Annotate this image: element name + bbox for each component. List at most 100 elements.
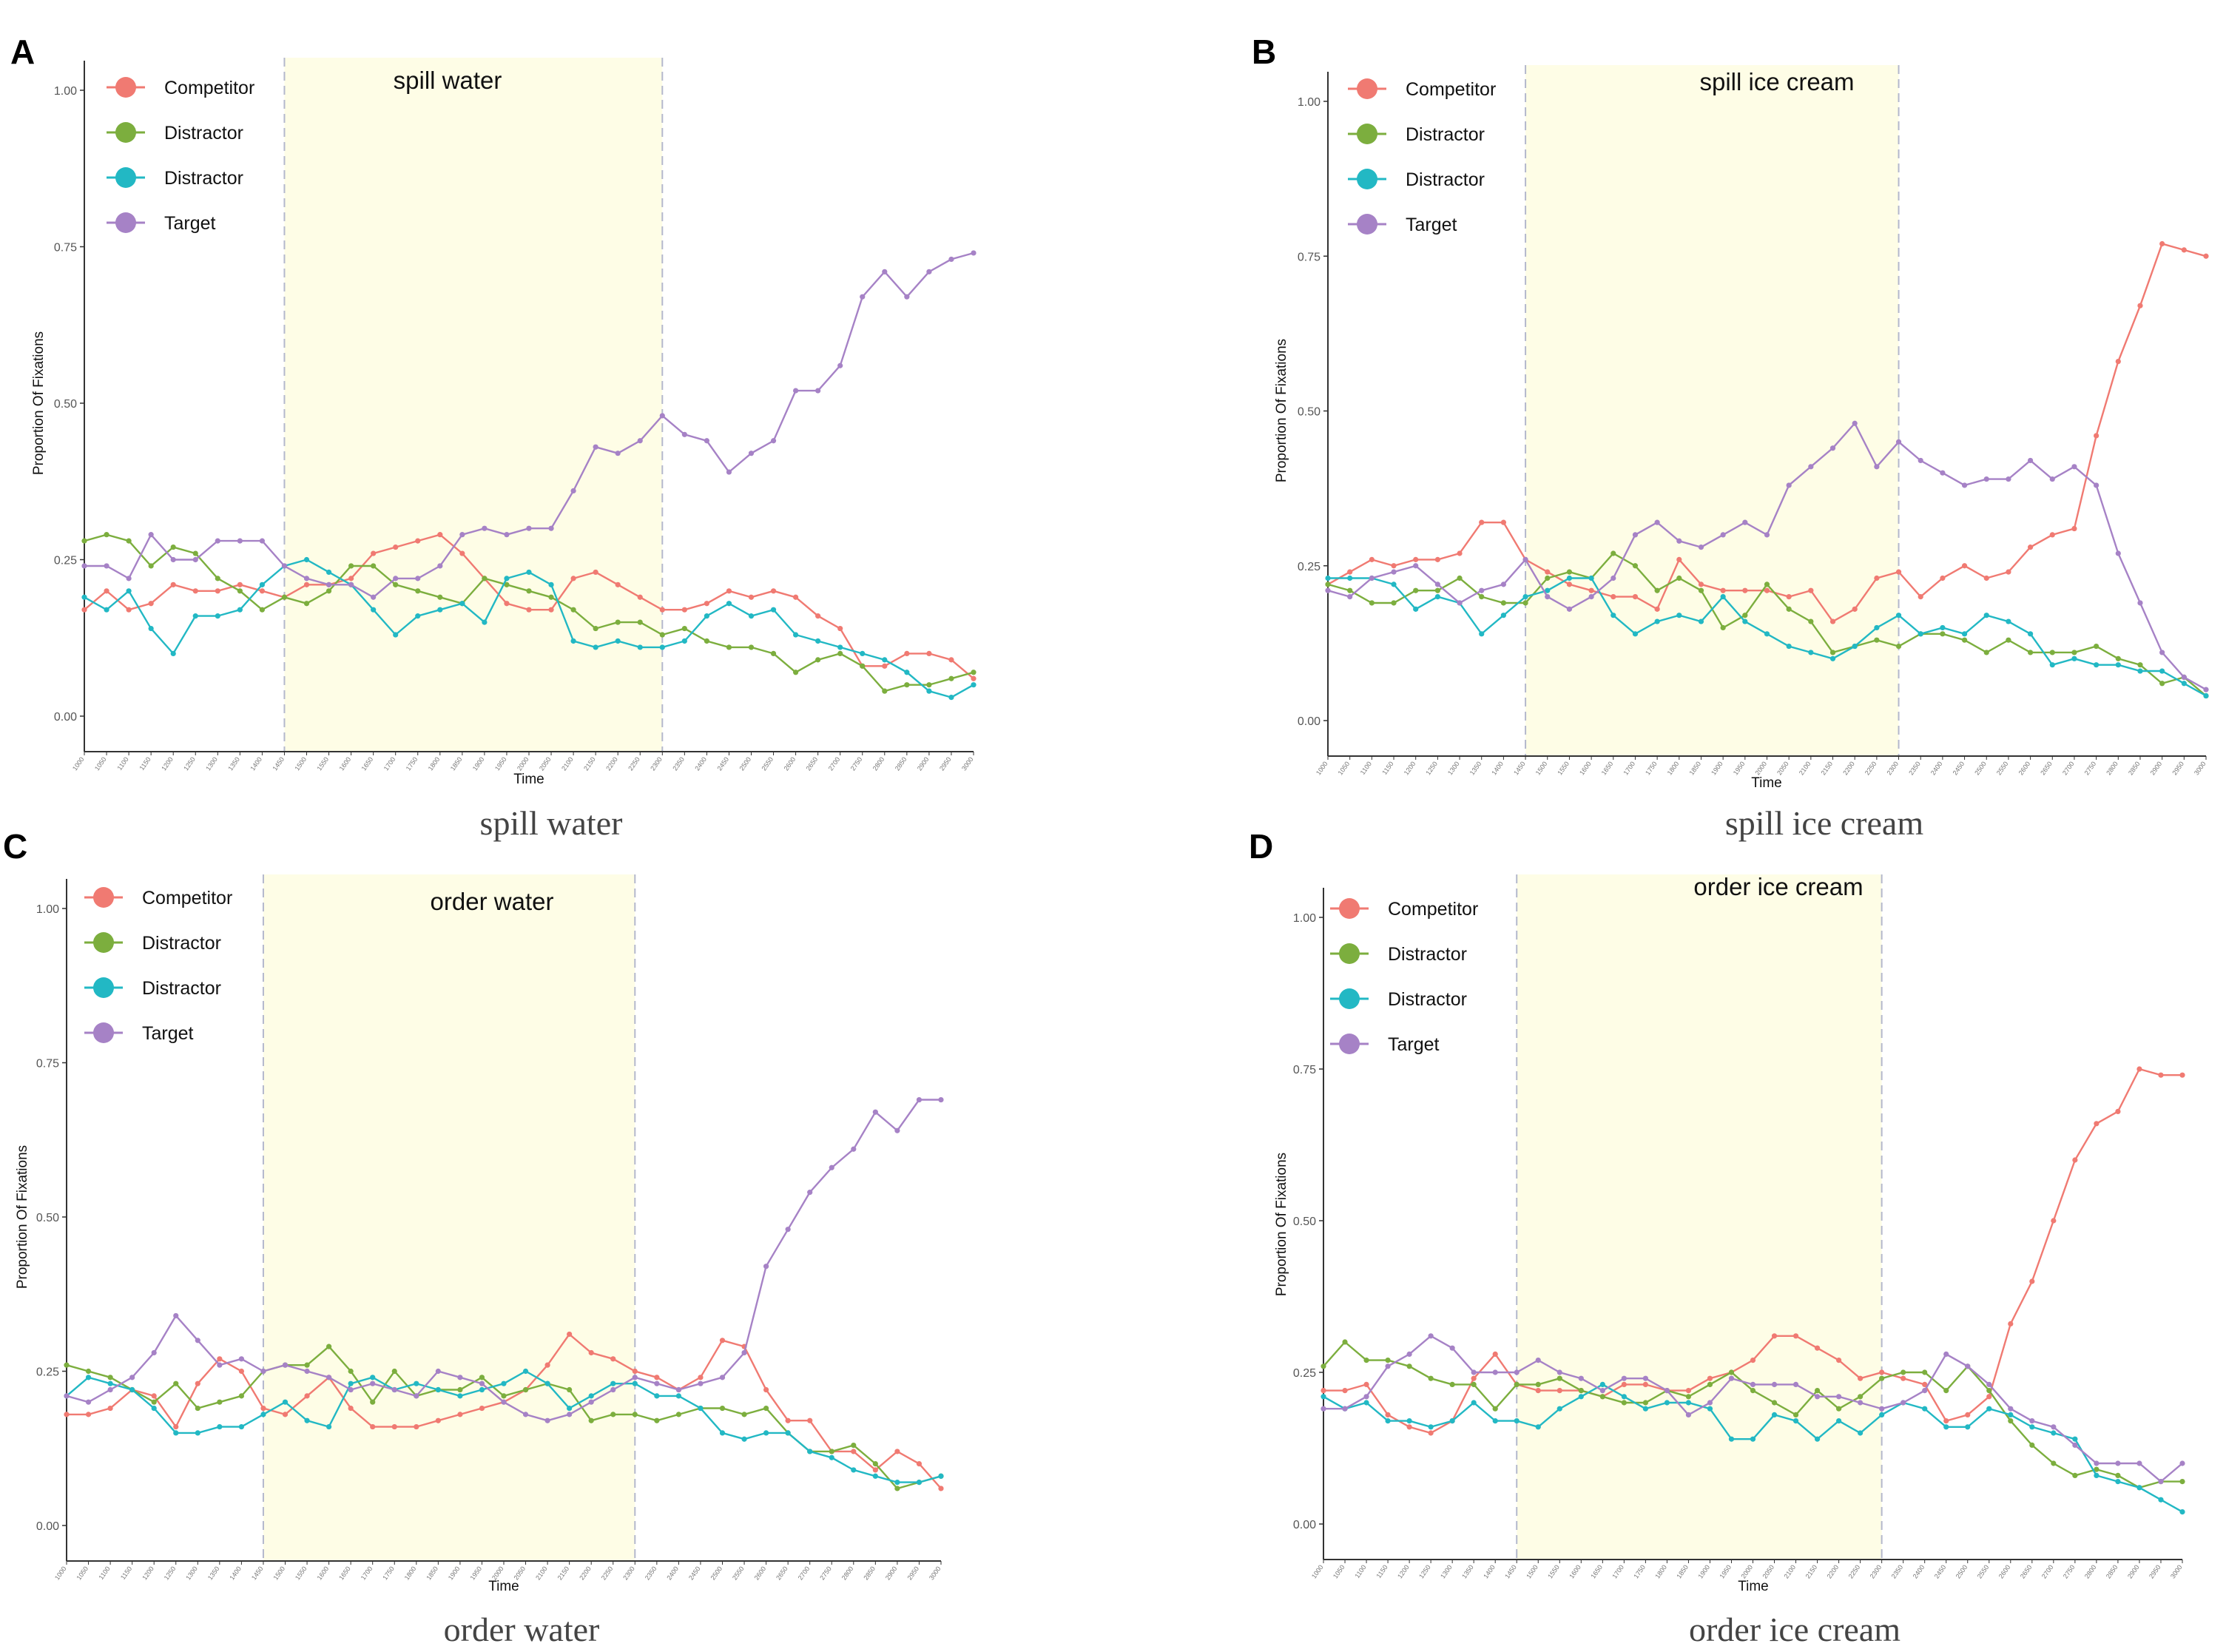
x-tick-label: 2250	[1847, 1563, 1862, 1579]
data-point	[1588, 594, 1594, 600]
data-point	[882, 269, 888, 274]
data-point	[237, 588, 243, 594]
data-point	[215, 613, 220, 619]
data-point	[173, 1430, 179, 1436]
window-label: spill water	[394, 67, 502, 94]
data-point	[2159, 240, 2165, 247]
data-point	[770, 607, 777, 613]
data-point	[837, 363, 843, 368]
data-point	[1836, 1358, 1842, 1363]
x-tick-label: 1200	[1403, 760, 1417, 776]
data-point	[637, 594, 643, 600]
data-point	[748, 594, 755, 600]
shaded-window	[263, 874, 635, 1561]
data-point	[1879, 1369, 1885, 1375]
x-tick-label: 2450	[1933, 1563, 1948, 1579]
x-tick-label: 2000	[516, 755, 530, 772]
data-point	[659, 632, 665, 638]
x-tick-label: 2650	[775, 1565, 789, 1581]
y-axis-title: Proportion Of Fixations	[31, 331, 47, 475]
data-point	[1479, 594, 1485, 600]
data-point	[2158, 1072, 2164, 1078]
data-point	[217, 1356, 223, 1362]
data-point	[85, 1375, 92, 1380]
data-point	[126, 588, 132, 594]
x-tick-label: 2650	[805, 755, 820, 772]
data-point	[829, 1454, 834, 1460]
data-point	[259, 607, 265, 613]
data-point	[238, 1423, 244, 1430]
x-tick-label: 1250	[182, 755, 197, 772]
y-axis-title: Proportion Of Fixations	[15, 1145, 30, 1289]
x-tick-label: 2400	[1912, 1563, 1926, 1579]
data-point	[1943, 1351, 1949, 1357]
data-point	[1879, 1412, 1885, 1417]
data-point	[1676, 538, 1682, 544]
data-point	[763, 1386, 769, 1393]
data-point	[415, 538, 421, 544]
data-point	[2115, 1479, 2121, 1485]
data-point	[391, 1386, 397, 1393]
data-point	[770, 650, 777, 657]
data-point	[1566, 569, 1573, 575]
data-point	[1707, 1375, 1713, 1381]
data-point	[459, 550, 465, 556]
legend-label: Distractor	[164, 168, 243, 189]
data-point	[1654, 519, 1660, 525]
data-point	[435, 1368, 441, 1375]
data-point	[548, 525, 554, 531]
data-point	[1566, 581, 1573, 587]
x-tick-label: 1700	[1611, 1563, 1625, 1579]
data-point	[414, 1393, 419, 1399]
data-point	[938, 1486, 944, 1491]
data-point	[1611, 575, 1616, 581]
series-competitor-1	[1325, 240, 2209, 624]
data-point	[1621, 1375, 1627, 1381]
data-point	[2115, 1460, 2121, 1466]
data-point	[1750, 1436, 1756, 1442]
data-point	[570, 638, 576, 644]
data-point	[1986, 1381, 1992, 1387]
data-point	[1321, 1406, 1326, 1412]
y-tick-label: 1.00	[1293, 912, 1316, 925]
data-point	[1599, 1381, 1605, 1387]
data-point	[1750, 1388, 1756, 1394]
x-tick-label: 2600	[753, 1565, 768, 1581]
x-axis-title: Time	[488, 1579, 519, 1594]
x-tick-label: 1900	[471, 755, 486, 772]
legend-swatch-dot	[1357, 169, 1377, 189]
data-point	[1961, 637, 1968, 643]
data-point	[748, 613, 755, 619]
data-point	[785, 1227, 791, 1233]
data-point	[370, 1423, 376, 1430]
data-point	[151, 1349, 157, 1356]
data-point	[1961, 563, 1968, 569]
data-point	[815, 638, 821, 644]
data-point	[151, 1393, 157, 1399]
data-point	[195, 1430, 200, 1436]
data-point	[1858, 1400, 1864, 1406]
data-point	[1621, 1400, 1627, 1406]
data-point	[1750, 1358, 1756, 1363]
x-tick-label: 2900	[2149, 760, 2164, 776]
x-axis-title: Time	[1751, 775, 1782, 791]
data-point	[1406, 1418, 1412, 1424]
data-point	[148, 625, 154, 632]
data-point	[1642, 1400, 1648, 1406]
data-point	[326, 569, 332, 576]
data-point	[1814, 1436, 1821, 1442]
data-point	[904, 650, 910, 657]
data-point	[1413, 563, 1419, 569]
x-tick-label: 3000	[960, 755, 975, 772]
data-point	[1621, 1394, 1627, 1400]
x-tick-label: 1350	[1460, 1563, 1475, 1579]
data-point	[1434, 587, 1440, 593]
data-point	[1621, 1381, 1627, 1387]
data-point	[1986, 1388, 1992, 1394]
data-point	[2051, 1430, 2057, 1436]
data-point	[104, 588, 109, 594]
data-point	[238, 1356, 244, 1362]
x-tick-label: 2200	[578, 1565, 593, 1581]
data-point	[501, 1380, 507, 1386]
